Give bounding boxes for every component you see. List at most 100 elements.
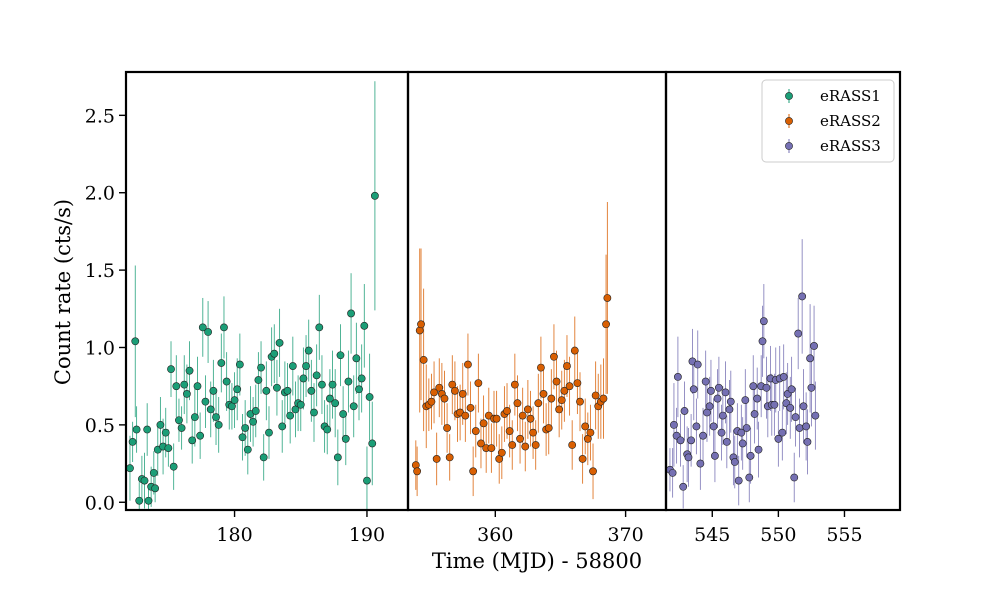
data-point xyxy=(156,420,165,429)
data-point xyxy=(167,365,175,374)
data-point xyxy=(774,434,783,443)
data-point xyxy=(466,403,475,412)
data-point xyxy=(471,427,480,435)
data-point xyxy=(238,433,247,442)
data-point xyxy=(521,442,530,451)
data-point xyxy=(790,473,799,482)
series-eRASS1 xyxy=(126,81,379,510)
data-point xyxy=(679,482,688,491)
data-point xyxy=(254,376,263,384)
data-point xyxy=(807,383,816,392)
data-point xyxy=(352,354,361,363)
data-point xyxy=(699,431,707,440)
data-point xyxy=(169,462,178,471)
data-point xyxy=(513,399,522,408)
data-point xyxy=(273,383,281,392)
data-point xyxy=(770,400,779,409)
data-point xyxy=(687,436,696,445)
data-point xyxy=(534,399,543,408)
data-point xyxy=(602,320,610,329)
data-point xyxy=(249,417,257,426)
data-point xyxy=(286,411,295,420)
data-point xyxy=(479,419,488,428)
data-point xyxy=(204,328,212,336)
data-point xyxy=(474,379,483,387)
data-point xyxy=(568,441,577,449)
data-point xyxy=(555,405,564,414)
y-tick-label: 1.5 xyxy=(85,260,115,282)
data-point xyxy=(578,455,587,463)
data-point xyxy=(786,403,795,412)
data-point xyxy=(787,385,796,394)
data-point xyxy=(749,382,758,391)
y-tick-label: 0.5 xyxy=(85,415,115,437)
data-point xyxy=(487,444,496,452)
data-point xyxy=(673,372,682,381)
data-point xyxy=(544,424,553,432)
data-point xyxy=(222,377,231,386)
data-point xyxy=(539,390,548,398)
data-point xyxy=(427,397,436,406)
data-point xyxy=(798,292,807,301)
data-point xyxy=(172,382,181,391)
data-point xyxy=(680,407,689,415)
data-point xyxy=(357,374,366,383)
data-point xyxy=(560,386,569,395)
data-point xyxy=(220,323,228,332)
data-point xyxy=(270,349,279,358)
data-point xyxy=(432,455,441,463)
data-point xyxy=(745,473,754,482)
data-point xyxy=(469,467,478,476)
data-point xyxy=(188,436,197,445)
data-point xyxy=(131,337,140,346)
data-point xyxy=(310,408,318,417)
chart-legend: eRASS1 eRASS2 eRASS3 xyxy=(761,79,895,163)
y-tick-label: 1.0 xyxy=(85,337,115,359)
data-point xyxy=(711,451,719,460)
data-point xyxy=(497,448,506,457)
data-point xyxy=(492,414,501,423)
data-point xyxy=(714,383,723,392)
data-point xyxy=(510,380,519,389)
data-point xyxy=(283,386,292,395)
data-point xyxy=(347,309,355,318)
data-point xyxy=(518,411,527,420)
y-tick-label: 0.0 xyxy=(85,492,115,514)
data-point xyxy=(371,191,379,200)
data-point xyxy=(589,467,597,476)
data-point xyxy=(275,338,284,347)
data-point xyxy=(180,380,189,389)
data-point xyxy=(730,458,739,466)
data-point xyxy=(328,380,337,389)
legend-label: eRASS1 xyxy=(820,87,881,105)
legend-box xyxy=(761,79,895,163)
data-point xyxy=(144,496,153,505)
data-point xyxy=(262,386,271,395)
data-point xyxy=(722,438,731,446)
data-point xyxy=(339,410,348,418)
data-point xyxy=(143,425,152,434)
data-point xyxy=(417,320,425,329)
data-point xyxy=(164,444,173,452)
data-point xyxy=(523,405,532,414)
data-point xyxy=(670,420,678,429)
legend-marker xyxy=(785,142,793,150)
data-point xyxy=(676,436,685,445)
data-point xyxy=(795,424,804,432)
data-point xyxy=(325,394,334,403)
data-point xyxy=(265,428,273,437)
data-point xyxy=(758,337,767,346)
data-point xyxy=(599,394,608,403)
data-point xyxy=(368,439,377,448)
data-point xyxy=(243,445,252,454)
data-point xyxy=(190,413,199,422)
y-tick-label: 2.5 xyxy=(85,105,115,127)
data-point xyxy=(214,420,223,429)
data-point xyxy=(212,413,220,422)
data-point xyxy=(811,411,820,420)
data-point xyxy=(696,459,705,468)
data-point xyxy=(201,397,210,406)
data-point xyxy=(198,323,207,332)
data-point xyxy=(363,476,371,485)
chart-panels: 180 190 360 370 545 550 555 xyxy=(124,70,902,546)
